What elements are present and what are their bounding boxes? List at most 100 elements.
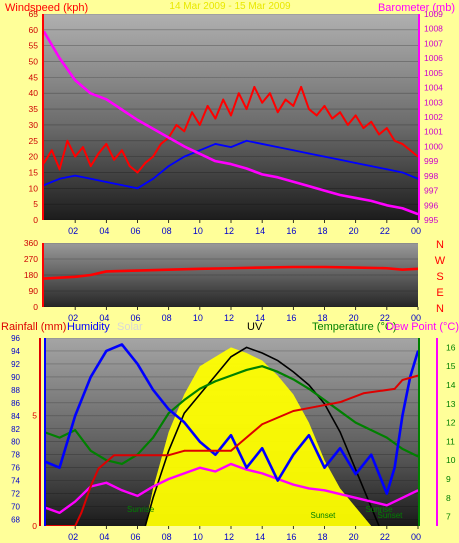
top-x-tick-label: 20 — [349, 226, 359, 236]
humidity-tick-label: 94 — [11, 347, 20, 356]
humidity-line-point — [89, 375, 92, 378]
rainfall-line-point — [74, 525, 77, 526]
barometer-tick-label: 999 — [424, 156, 438, 166]
top-series-point — [269, 92, 271, 95]
temperature-tick-label: 12 — [446, 418, 456, 428]
top-x-tick-label: 04 — [99, 226, 109, 236]
top-series-point — [105, 181, 108, 183]
bottom-x-tick-label: 20 — [349, 532, 359, 542]
mid-plot-area — [44, 243, 418, 307]
rainfall-line-point — [89, 485, 92, 488]
top-series-point — [97, 152, 100, 155]
top-series-point — [354, 197, 357, 199]
top-x-tick-label: 06 — [130, 226, 140, 236]
top-series-point — [198, 124, 201, 126]
mid-x-tick-label: 18 — [317, 313, 327, 323]
barometer-tick-label: 1006 — [424, 53, 443, 63]
top-series-point — [136, 119, 139, 121]
top-series-point — [315, 114, 318, 117]
top-series-point — [74, 79, 77, 82]
top-x-tick-label: 02 — [68, 226, 78, 236]
temperature-line-point — [121, 463, 123, 465]
barometer-tick-label: 1007 — [424, 38, 443, 48]
top-series-point — [183, 155, 186, 158]
direction-point — [354, 266, 357, 269]
humidity-line-point — [339, 447, 341, 450]
direction-point — [136, 269, 139, 272]
humidity-line-point — [58, 466, 61, 469]
top-series-point — [159, 143, 162, 145]
humidity-line-point — [401, 414, 404, 417]
compass-label: S — [436, 271, 443, 283]
rainfall-line-point — [230, 449, 232, 452]
direction-tick-label: 180 — [24, 270, 38, 280]
dewpoint-line-point — [354, 496, 357, 499]
top-series-point — [230, 163, 232, 165]
top-series-point — [370, 165, 373, 168]
temperature-line-point — [214, 380, 217, 383]
top-series-point — [198, 149, 201, 152]
barometer-tick-label: 1005 — [424, 68, 443, 78]
top-series-point — [362, 127, 365, 129]
rainfall-line-point — [401, 379, 404, 381]
humidity-line-point — [136, 363, 139, 365]
top-series-point — [245, 167, 248, 170]
barometer-tick-label: 1001 — [424, 127, 443, 137]
compass-label: W — [435, 255, 446, 267]
top-x-tick-label: 14 — [255, 226, 265, 236]
top-series-point — [66, 139, 69, 142]
weather-series — [44, 343, 418, 526]
windspeed-tick-label: 15 — [29, 167, 39, 177]
top-series-point — [323, 155, 326, 158]
top-series-point — [331, 117, 334, 120]
bottom-x-tick-label: 10 — [193, 532, 203, 542]
temperature-line-point — [370, 429, 373, 432]
top-series-point — [385, 204, 388, 207]
top-series-point — [308, 108, 310, 110]
top-series-point — [292, 105, 295, 107]
barometer-tick-label: 996 — [424, 200, 438, 210]
top-series-point — [261, 101, 264, 104]
sun-event-label: Sunrise — [365, 505, 393, 514]
dewpoint-line-point — [261, 472, 264, 475]
top-series-point — [245, 139, 248, 142]
top-series-point — [323, 189, 326, 192]
humidity-tick-label: 82 — [11, 425, 20, 434]
mid-x-tick-label: 14 — [255, 313, 265, 323]
top-series-point — [74, 155, 77, 158]
temperature-line-point — [417, 455, 418, 458]
temperature-line-point — [74, 429, 77, 432]
top-series-point — [346, 124, 349, 126]
mid-x-tick-label: 20 — [349, 313, 359, 323]
rainfall-line-point — [183, 449, 186, 452]
dewpoint-line-point — [245, 468, 248, 471]
direction-point — [401, 268, 404, 271]
top-series-point — [370, 199, 373, 202]
compass-label: E — [436, 287, 443, 299]
rainfall-line-point — [417, 374, 418, 377]
rainfall-line-point — [393, 387, 396, 390]
solar-label: Solar — [117, 321, 143, 333]
uv-label: UV — [247, 321, 263, 333]
windspeed-tick-label: 25 — [29, 136, 39, 146]
windspeed-tick-label: 5 — [33, 199, 38, 209]
dewpoint-line-point — [121, 489, 123, 492]
barometer-tick-label: 995 — [424, 215, 438, 225]
bottom-x-tick-label: 06 — [130, 532, 140, 542]
dewpoint-line-point — [214, 470, 217, 473]
top-series-point — [214, 160, 217, 163]
top-series-point — [44, 162, 45, 164]
dewpoint-line-point — [230, 463, 232, 465]
top-x-tick-label: 22 — [380, 226, 390, 236]
top-series-point — [323, 105, 326, 107]
dewpoint-line-point — [183, 472, 186, 475]
humidity-line-point — [276, 479, 279, 482]
barometer-axis-label: Barometer (mb) — [378, 2, 455, 14]
top-plot-area — [44, 14, 418, 220]
humidity-line-point — [385, 492, 388, 495]
top-series-point — [276, 111, 279, 114]
dewpoint-line-point — [323, 489, 326, 492]
bottom-x-tick-label: 18 — [317, 532, 327, 542]
temperature-tick-label: 11 — [446, 436, 455, 446]
